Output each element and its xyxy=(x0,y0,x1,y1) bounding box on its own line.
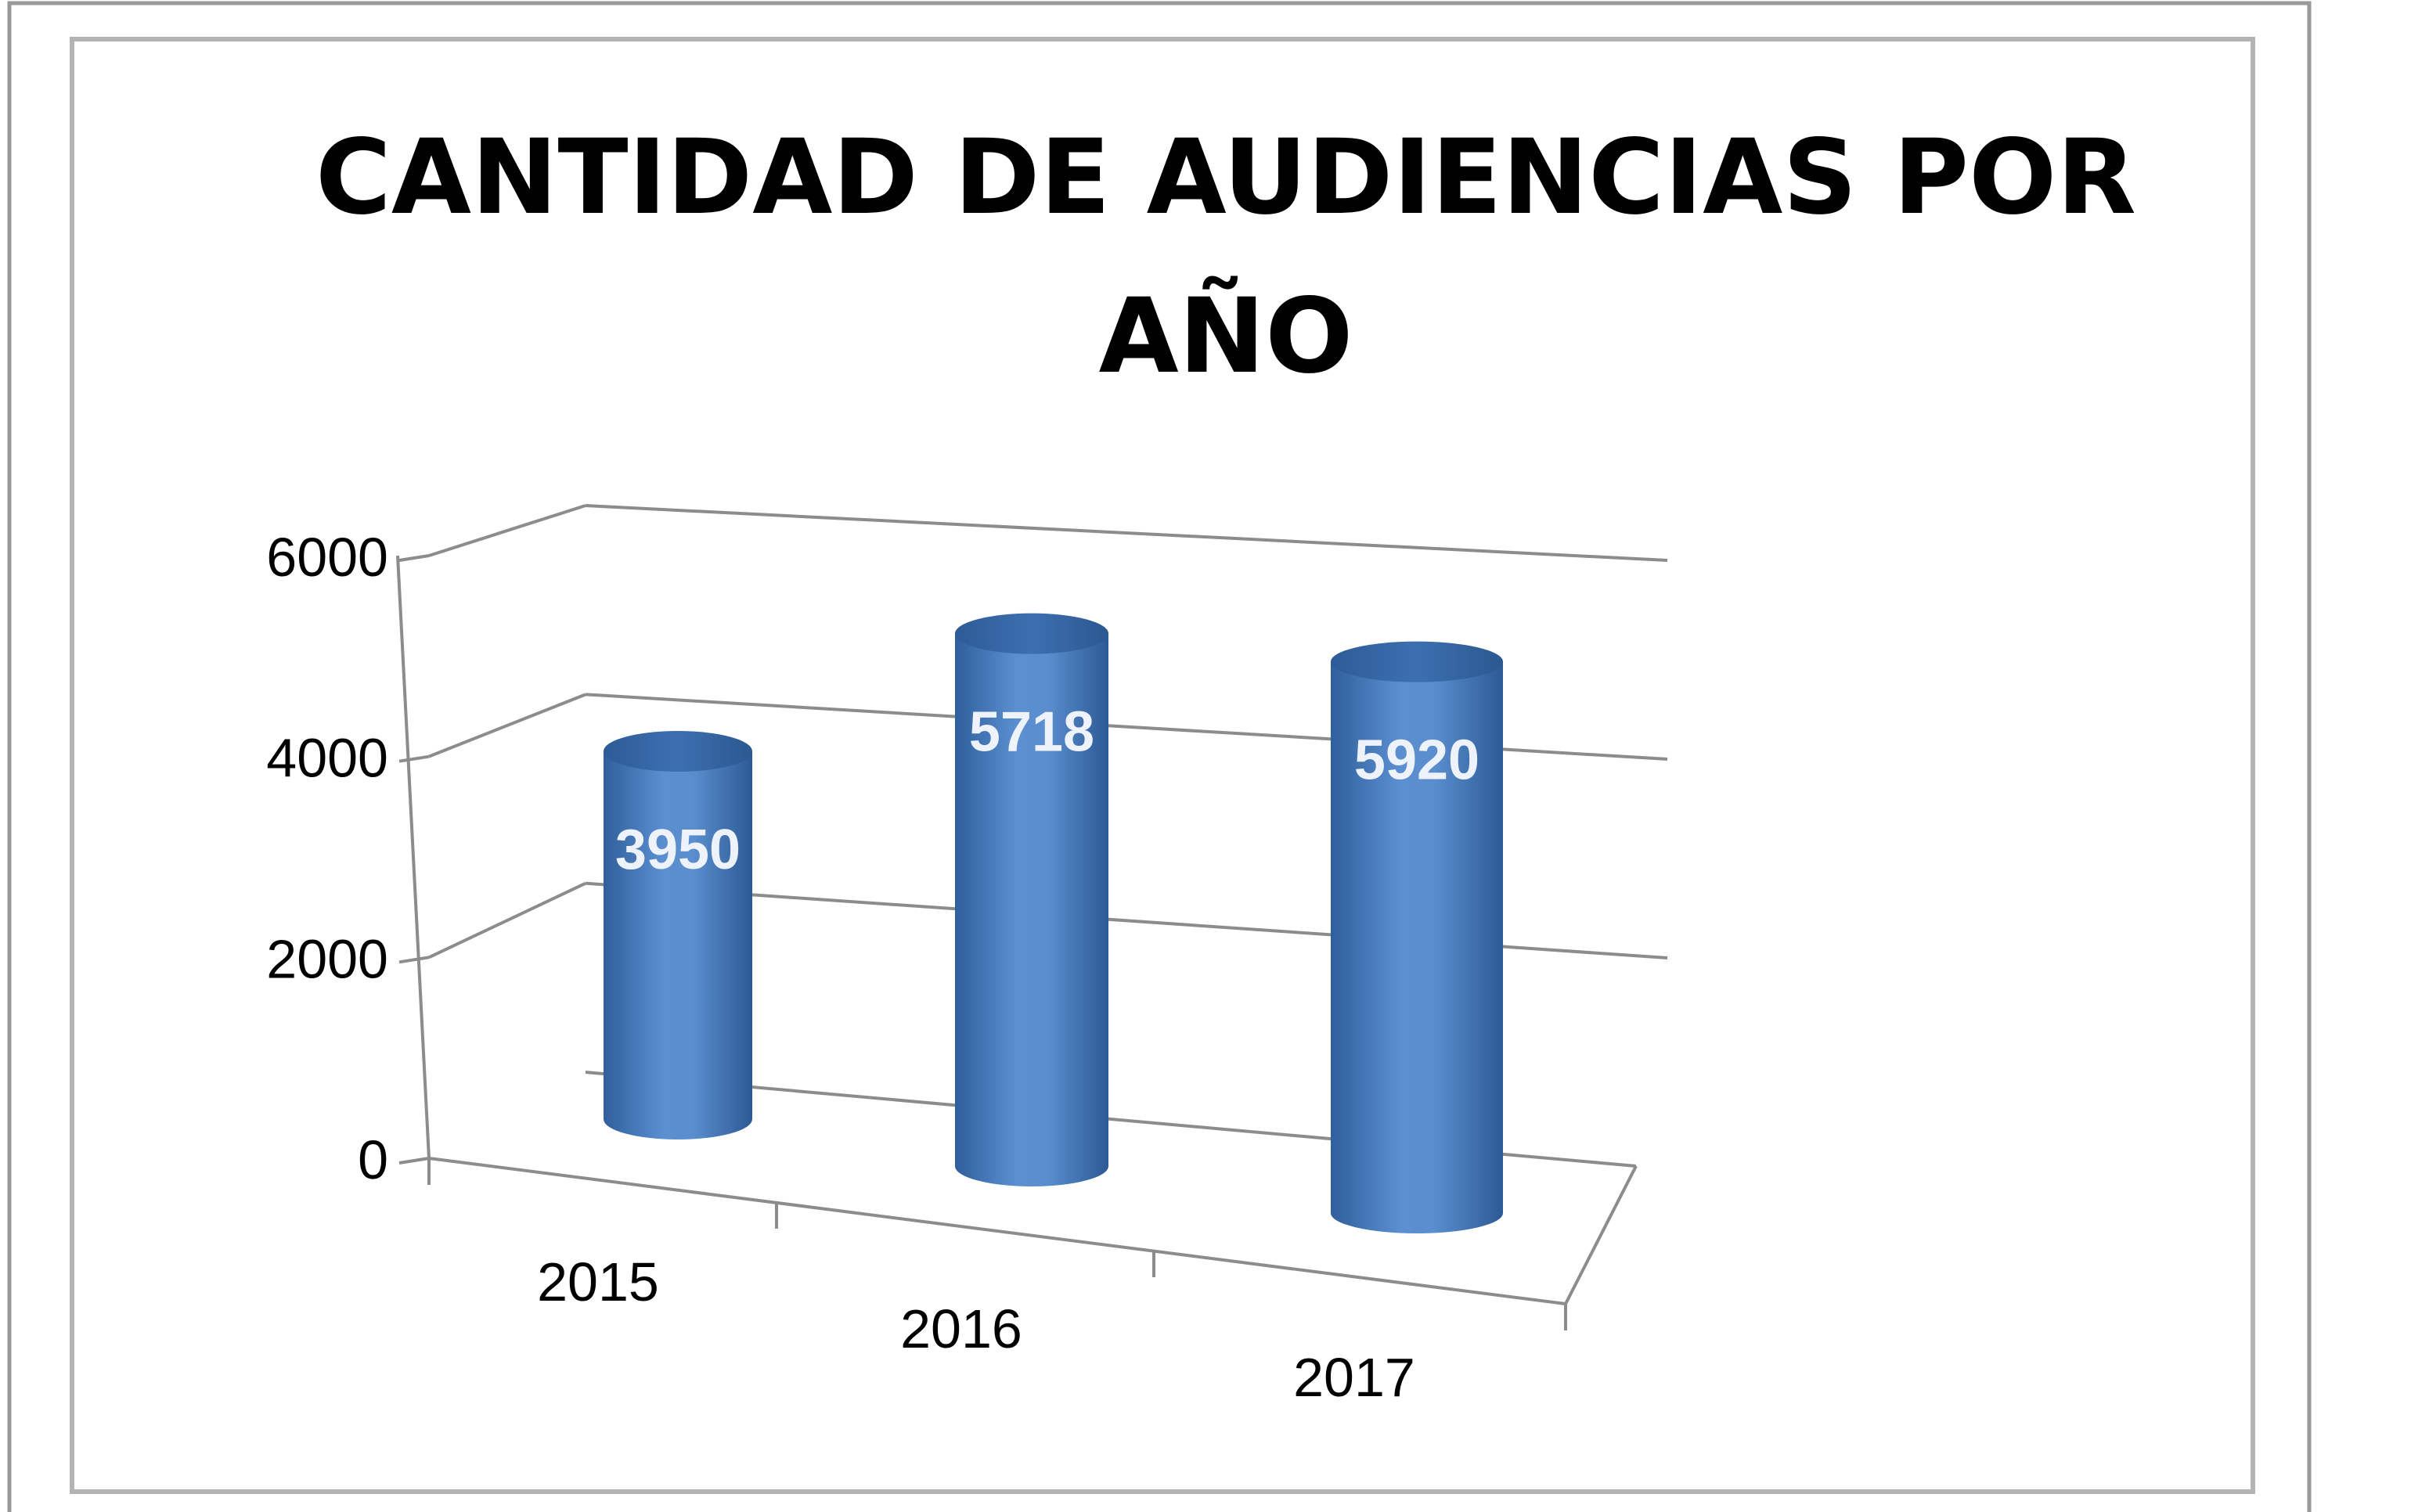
x-tick-label: 2016 xyxy=(900,1298,1022,1359)
bar-cap xyxy=(604,731,752,772)
chart-title-line-1: CANTIDAD DE AUDIENCIAS POR xyxy=(315,117,2136,238)
y-tick-mark xyxy=(398,1157,430,1165)
bar-cap xyxy=(1331,641,1503,682)
bars xyxy=(604,613,1503,1233)
bar-body xyxy=(604,751,752,1139)
y-tick-label: 6000 xyxy=(266,527,388,588)
y-axis-line xyxy=(396,555,431,1159)
bar-2016 xyxy=(955,613,1108,1186)
y-tick-mark xyxy=(398,754,430,763)
back-gridline xyxy=(585,504,1668,562)
y-tick-label: 0 xyxy=(358,1129,388,1190)
y-tick-label: 2000 xyxy=(266,928,388,989)
bar-cap xyxy=(955,613,1108,654)
chart-area-border xyxy=(70,37,2255,1494)
side-gridline xyxy=(428,504,586,557)
x-axis-line xyxy=(428,1157,1566,1305)
data-label: 5718 xyxy=(969,701,1094,764)
chart-title-line-2: AÑO xyxy=(1099,275,1353,397)
bar-2017 xyxy=(1331,641,1503,1233)
y-tick-mark xyxy=(398,554,430,562)
y-tick-label: 4000 xyxy=(266,728,388,789)
bar-body xyxy=(955,633,1108,1186)
y-tick-mark xyxy=(398,956,430,964)
bar-body xyxy=(1331,661,1503,1233)
floor-right-edge xyxy=(1564,1165,1638,1305)
side-gridline xyxy=(428,693,586,758)
x-tick-label: 2015 xyxy=(537,1251,659,1312)
x-tick-label: 2017 xyxy=(1293,1347,1415,1408)
bar-2015 xyxy=(604,731,752,1139)
outer-border xyxy=(7,1,2312,1512)
data-label: 3950 xyxy=(615,819,741,881)
labels: 0 2000 4000 6000 2015 2016 2017 3950 5718 5920 xyxy=(266,527,1479,1408)
data-label: 5920 xyxy=(1354,729,1479,792)
side-gridline xyxy=(428,881,586,959)
